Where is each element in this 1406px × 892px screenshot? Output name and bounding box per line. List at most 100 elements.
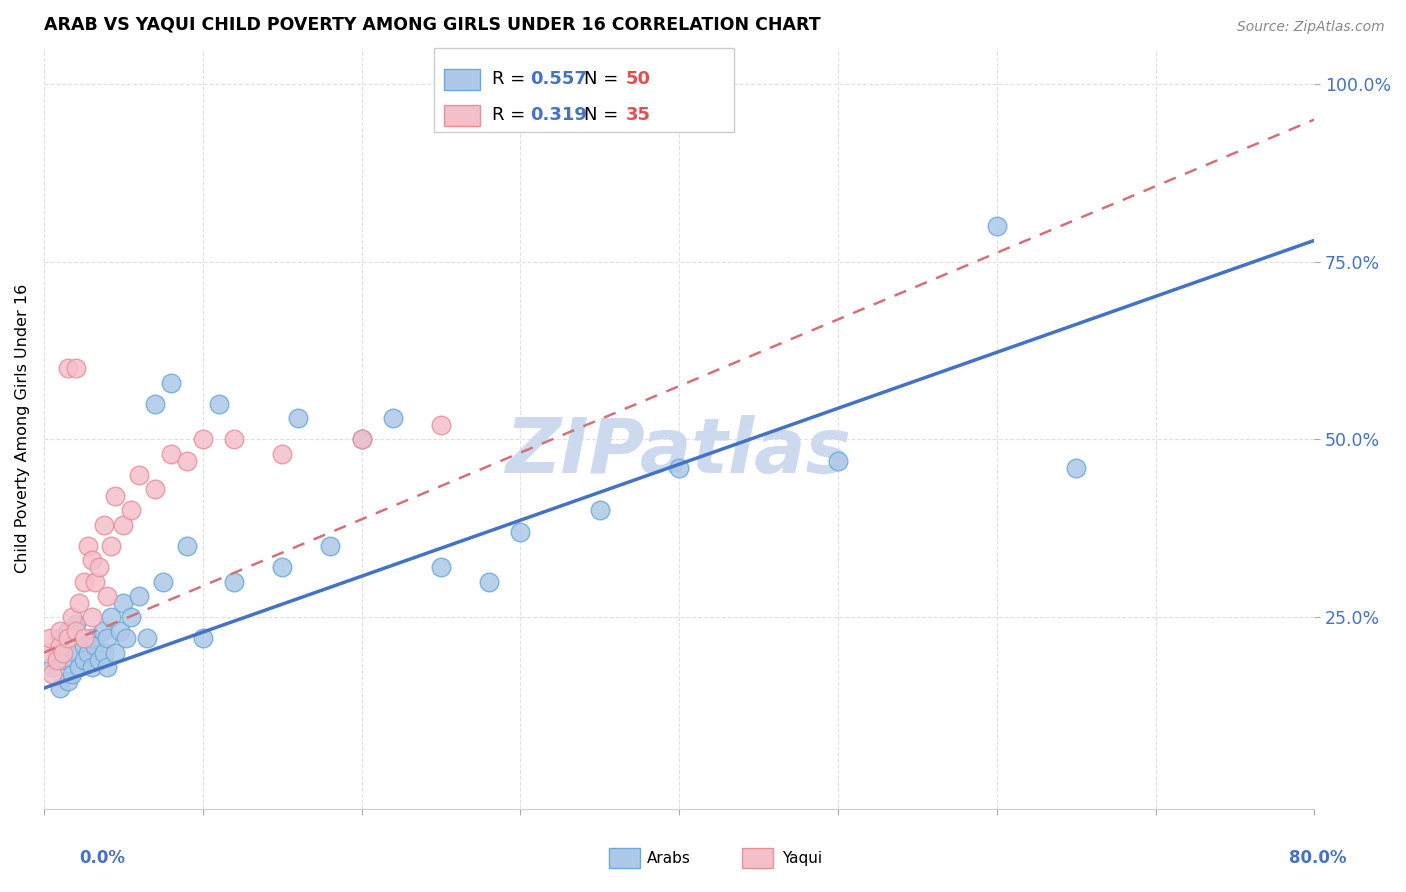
Text: ZIPatlas: ZIPatlas — [506, 415, 852, 489]
Point — [104, 646, 127, 660]
Point — [350, 433, 373, 447]
Point — [49, 632, 72, 646]
Point — [112, 596, 135, 610]
Point — [668, 460, 690, 475]
Point — [382, 411, 405, 425]
Point — [41, 660, 63, 674]
Point — [52, 646, 75, 660]
Text: Arabs: Arabs — [647, 851, 690, 865]
Point — [35, 646, 58, 660]
Point — [65, 361, 87, 376]
Point — [207, 397, 229, 411]
Text: 50: 50 — [626, 70, 651, 88]
Point — [827, 453, 849, 467]
Point — [77, 539, 100, 553]
Point — [72, 639, 94, 653]
Point — [83, 639, 105, 653]
Point — [108, 624, 131, 639]
Text: Yaqui: Yaqui — [782, 851, 823, 865]
Point — [45, 653, 67, 667]
Point — [191, 632, 214, 646]
Text: N =: N = — [583, 106, 624, 124]
Point — [96, 660, 118, 674]
Text: R =: R = — [492, 106, 531, 124]
Point — [80, 632, 103, 646]
Point — [65, 646, 87, 660]
Point — [67, 660, 90, 674]
Point — [128, 467, 150, 482]
Point — [56, 632, 79, 646]
Point — [67, 596, 90, 610]
Point — [224, 574, 246, 589]
Point — [49, 639, 72, 653]
FancyBboxPatch shape — [742, 848, 773, 868]
Point — [430, 560, 453, 574]
Point — [77, 646, 100, 660]
Point — [152, 574, 174, 589]
Point — [191, 433, 214, 447]
Text: N =: N = — [583, 70, 624, 88]
Point — [350, 433, 373, 447]
FancyBboxPatch shape — [444, 104, 479, 126]
Point — [120, 503, 142, 517]
Point — [478, 574, 501, 589]
Point — [56, 674, 79, 689]
Text: 0.0%: 0.0% — [80, 849, 125, 867]
Text: 0.319: 0.319 — [530, 106, 588, 124]
Point — [96, 632, 118, 646]
Point — [72, 632, 94, 646]
Point — [176, 539, 198, 553]
Point — [143, 397, 166, 411]
Point — [128, 589, 150, 603]
FancyBboxPatch shape — [444, 69, 479, 90]
Text: Source: ZipAtlas.com: Source: ZipAtlas.com — [1237, 20, 1385, 34]
Point — [112, 517, 135, 532]
Point — [160, 376, 183, 390]
Point — [176, 453, 198, 467]
Point — [41, 667, 63, 681]
Point — [986, 219, 1008, 234]
Point — [83, 574, 105, 589]
Point — [45, 646, 67, 660]
Point — [65, 624, 87, 639]
Point — [65, 617, 87, 632]
Text: 80.0%: 80.0% — [1289, 849, 1346, 867]
Point — [80, 553, 103, 567]
Point — [56, 624, 79, 639]
Point — [271, 447, 294, 461]
Point — [89, 560, 111, 574]
Text: 0.557: 0.557 — [530, 70, 588, 88]
Point — [104, 489, 127, 503]
Point — [143, 482, 166, 496]
Point — [100, 610, 122, 624]
FancyBboxPatch shape — [609, 848, 640, 868]
Point — [62, 667, 84, 681]
Point — [160, 447, 183, 461]
Point — [509, 524, 531, 539]
Point — [430, 418, 453, 433]
Point — [49, 624, 72, 639]
FancyBboxPatch shape — [434, 48, 734, 132]
Point — [89, 653, 111, 667]
Point — [62, 610, 84, 624]
Point — [49, 681, 72, 695]
Point — [80, 610, 103, 624]
Point — [91, 624, 114, 639]
Point — [93, 517, 115, 532]
Point — [319, 539, 342, 553]
Point — [72, 574, 94, 589]
Text: ARAB VS YAQUI CHILD POVERTY AMONG GIRLS UNDER 16 CORRELATION CHART: ARAB VS YAQUI CHILD POVERTY AMONG GIRLS … — [44, 15, 821, 33]
Point — [96, 589, 118, 603]
Text: R =: R = — [492, 70, 531, 88]
Point — [224, 433, 246, 447]
Point — [287, 411, 309, 425]
Y-axis label: Child Poverty Among Girls Under 16: Child Poverty Among Girls Under 16 — [15, 284, 30, 574]
Text: 35: 35 — [626, 106, 651, 124]
Point — [1064, 460, 1087, 475]
Point — [80, 660, 103, 674]
Point — [72, 653, 94, 667]
Point — [39, 632, 62, 646]
Point — [93, 646, 115, 660]
Point — [589, 503, 612, 517]
Point — [120, 610, 142, 624]
